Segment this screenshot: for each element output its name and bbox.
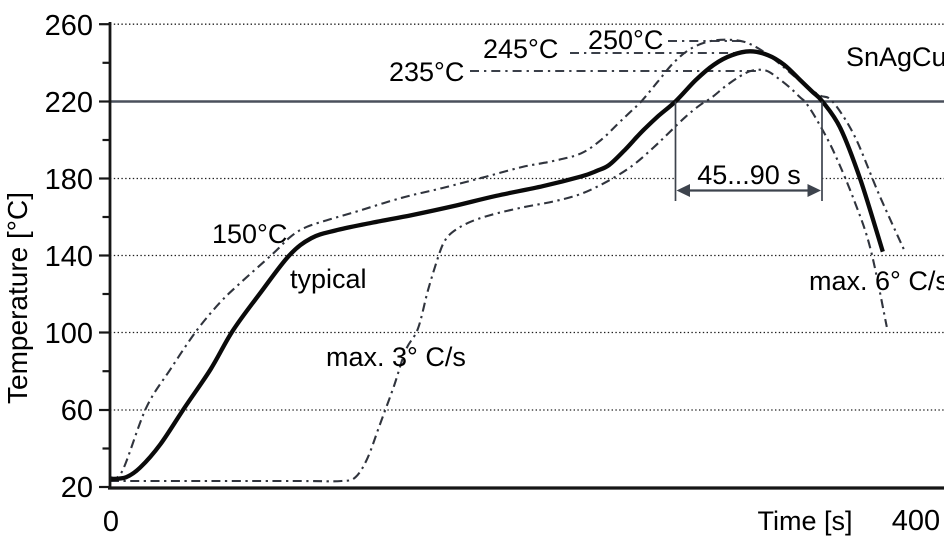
label-max-cooling: max. 6° C/s (809, 266, 944, 296)
x-axis-title: Time [s] (757, 506, 852, 536)
label-typical: typical (290, 264, 367, 294)
lower-bound-curve (110, 68, 888, 483)
y-tick-label-140: 140 (45, 241, 93, 273)
label-150c: 150°C (212, 219, 287, 249)
annotation-labels: 150°C typical max. 3° C/s 235°C 245°C 25… (212, 25, 944, 372)
label-alloy-snagcu: SnAgCu (846, 42, 944, 72)
label-max-ramp: max. 3° C/s (326, 342, 466, 372)
upper-bound-curve (109, 38, 906, 480)
process-window-marker (674, 101, 823, 201)
axes-lines (108, 22, 944, 490)
typical-curve (109, 49, 885, 482)
peak-leader-lines (470, 40, 758, 72)
arrowhead-left-icon (676, 184, 690, 197)
label-window-45-90s: 45...90 s (697, 160, 801, 190)
y-tick-label-20: 20 (61, 472, 93, 504)
label-235c: 235°C (389, 57, 464, 87)
x-tick-label-400: 400 (892, 505, 940, 537)
y-tick-label-100: 100 (45, 318, 93, 350)
y-axis-title: Temperature [°C] (2, 192, 33, 404)
x-tick-label-0: 0 (103, 506, 119, 537)
profile-curves (109, 38, 906, 483)
y-axis-ticks (99, 23, 110, 489)
y-tick-label-220: 220 (45, 87, 93, 119)
y-gridlines (110, 23, 944, 411)
label-245c: 245°C (483, 34, 558, 64)
label-250c: 250°C (588, 25, 663, 55)
y-tick-label-260: 260 (45, 10, 93, 42)
y-tick-label-180: 180 (45, 164, 93, 196)
y-tick-label-60: 60 (61, 395, 93, 427)
arrowhead-right-icon (807, 184, 821, 197)
y-tick-labels: 260 220 180 140 100 60 20 (45, 10, 93, 504)
